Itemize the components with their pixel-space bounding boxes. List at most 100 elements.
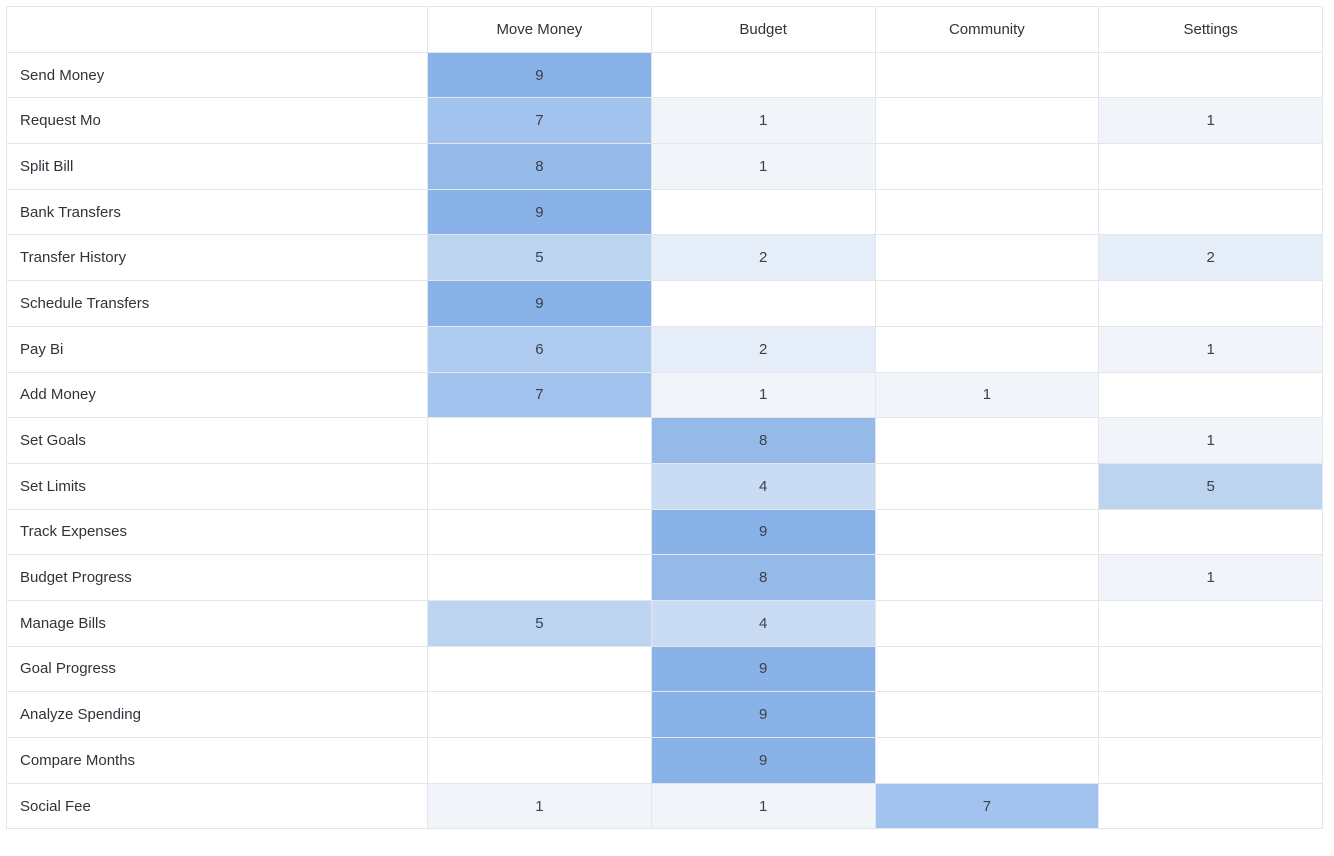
heatmap-cell-compare-months-budget: 9	[650, 737, 876, 784]
table-row: Schedule Transfers 9	[6, 280, 1323, 327]
heatmap-cell-set-goals-move-money	[427, 417, 652, 464]
heatmap-cell-pay-bi-move-money: 6	[427, 325, 652, 373]
heatmap-cell-social-fee-move-money: 1	[427, 782, 652, 830]
heatmap-cell-split-bill-budget: 1	[650, 143, 876, 190]
heatmap-cell-set-goals-settings: 1	[1098, 417, 1323, 464]
heatmap-cell-set-goals-budget: 8	[650, 417, 876, 464]
heatmap-cell-analyze-spending-move-money	[427, 691, 652, 738]
heatmap-cell-compare-months-move-money	[427, 737, 652, 784]
heatmap-cell-transfer-history-move-money: 5	[427, 234, 652, 282]
heatmap-cell-set-limits-community	[874, 462, 1100, 510]
heatmap-cell-track-expenses-community	[874, 508, 1100, 556]
heatmap-cell-track-expenses-move-money	[427, 508, 652, 556]
heatmap-cell-social-fee-settings	[1098, 782, 1323, 830]
heatmap-cell-bank-transfers-settings	[1098, 188, 1323, 236]
heatmap-cell-request-mo-settings: 1	[1098, 97, 1323, 145]
row-label-track-expenses: Track Expenses	[6, 508, 428, 556]
heatmap-cell-manage-bills-budget: 4	[650, 599, 876, 647]
heatmap-cell-add-money-budget: 1	[650, 371, 876, 419]
table-row: Social Fee 1 1 7	[6, 782, 1323, 830]
heatmap-cell-goal-progress-settings	[1098, 645, 1323, 693]
row-label-bank-transfers: Bank Transfers	[6, 188, 428, 236]
row-label-compare-months: Compare Months	[6, 737, 428, 784]
heatmap-cell-schedule-transfers-move-money: 9	[427, 280, 652, 327]
heatmap-cell-schedule-transfers-community	[874, 280, 1100, 327]
row-label-set-limits: Set Limits	[6, 462, 428, 510]
table-row: Transfer History 5 2 2	[6, 234, 1323, 282]
heatmap-cell-budget-progress-settings: 1	[1098, 554, 1323, 601]
heatmap-cell-split-bill-move-money: 8	[427, 143, 652, 190]
heatmap-cell-goal-progress-community	[874, 645, 1100, 693]
table-row: Set Limits 4 5	[6, 462, 1323, 510]
heatmap-cell-transfer-history-settings: 2	[1098, 234, 1323, 282]
heatmap-cell-add-money-settings	[1098, 371, 1323, 419]
heatmap-cell-split-bill-community	[874, 143, 1100, 190]
heatmap-cell-compare-months-community	[874, 737, 1100, 784]
row-label-schedule-transfers: Schedule Transfers	[6, 280, 428, 327]
table-row: Analyze Spending 9	[6, 691, 1323, 738]
heatmap-cell-analyze-spending-settings	[1098, 691, 1323, 738]
table-row: Bank Transfers 9	[6, 188, 1323, 236]
heatmap-cell-analyze-spending-budget: 9	[650, 691, 876, 738]
row-label-set-goals: Set Goals	[6, 417, 428, 464]
table-row: Budget Progress 8 1	[6, 554, 1323, 601]
heatmap-cell-manage-bills-community	[874, 599, 1100, 647]
heatmap-cell-budget-progress-budget: 8	[650, 554, 876, 601]
table-row: Goal Progress 9	[6, 645, 1323, 693]
heatmap-cell-send-money-settings	[1098, 51, 1323, 99]
heatmap-cell-goal-progress-move-money	[427, 645, 652, 693]
row-label-social-fee: Social Fee	[6, 782, 428, 830]
heatmap-cell-track-expenses-settings	[1098, 508, 1323, 556]
column-header-settings: Settings	[1098, 6, 1323, 53]
table-row: Split Bill 8 1	[6, 143, 1323, 190]
heatmap-cell-pay-bi-settings: 1	[1098, 325, 1323, 373]
heatmap-cell-compare-months-settings	[1098, 737, 1323, 784]
table-row: Send Money 9	[6, 51, 1323, 99]
heatmap-cell-add-money-community: 1	[874, 371, 1100, 419]
table-row: Pay Bi 6 2 1	[6, 325, 1323, 373]
column-header-budget: Budget	[650, 6, 876, 53]
table-row: Track Expenses 9	[6, 508, 1323, 556]
row-label-send-money: Send Money	[6, 51, 428, 99]
heatmap-table: Move Money Budget Community Settings Sen…	[6, 6, 1323, 830]
row-label-add-money: Add Money	[6, 371, 428, 419]
heatmap-cell-request-mo-community	[874, 97, 1100, 145]
row-label-goal-progress: Goal Progress	[6, 645, 428, 693]
heatmap-cell-set-limits-move-money	[427, 462, 652, 510]
heatmap-cell-send-money-move-money: 9	[427, 51, 652, 99]
row-label-budget-progress: Budget Progress	[6, 554, 428, 601]
corner-cell	[6, 6, 428, 53]
heatmap-cell-manage-bills-move-money: 5	[427, 599, 652, 647]
table-row: Manage Bills 5 4	[6, 599, 1323, 647]
heatmap-cell-set-limits-budget: 4	[650, 462, 876, 510]
heatmap-cell-request-mo-move-money: 7	[427, 97, 652, 145]
heatmap-cell-pay-bi-budget: 2	[650, 325, 876, 373]
heatmap-cell-pay-bi-community	[874, 325, 1100, 373]
row-label-split-bill: Split Bill	[6, 143, 428, 190]
heatmap-cell-bank-transfers-budget	[650, 188, 876, 236]
table-row: Compare Months 9	[6, 737, 1323, 784]
table-row: Add Money 7 1 1	[6, 371, 1323, 419]
heatmap-cell-bank-transfers-move-money: 9	[427, 188, 652, 236]
table-row: Request Mo 7 1 1	[6, 97, 1323, 145]
heatmap-cell-schedule-transfers-budget	[650, 280, 876, 327]
row-label-transfer-history: Transfer History	[6, 234, 428, 282]
column-header-community: Community	[874, 6, 1100, 53]
heatmap-cell-budget-progress-community	[874, 554, 1100, 601]
heatmap-cell-set-limits-settings: 5	[1098, 462, 1323, 510]
heatmap-cell-split-bill-settings	[1098, 143, 1323, 190]
heatmap-cell-social-fee-budget: 1	[650, 782, 876, 830]
heatmap-cell-request-mo-budget: 1	[650, 97, 876, 145]
table-row: Set Goals 8 1	[6, 417, 1323, 464]
row-label-analyze-spending: Analyze Spending	[6, 691, 428, 738]
heatmap-cell-add-money-move-money: 7	[427, 371, 652, 419]
heatmap-cell-bank-transfers-community	[874, 188, 1100, 236]
heatmap-cell-transfer-history-community	[874, 234, 1100, 282]
heatmap-cell-set-goals-community	[874, 417, 1100, 464]
heatmap-cell-send-money-budget	[650, 51, 876, 99]
heatmap-cell-transfer-history-budget: 2	[650, 234, 876, 282]
header-row: Move Money Budget Community Settings	[6, 6, 1323, 53]
heatmap-body: Send Money 9 Request Mo 7 1 1 Split Bill 8 1 Bank…	[6, 51, 1323, 830]
heatmap-cell-send-money-community	[874, 51, 1100, 99]
